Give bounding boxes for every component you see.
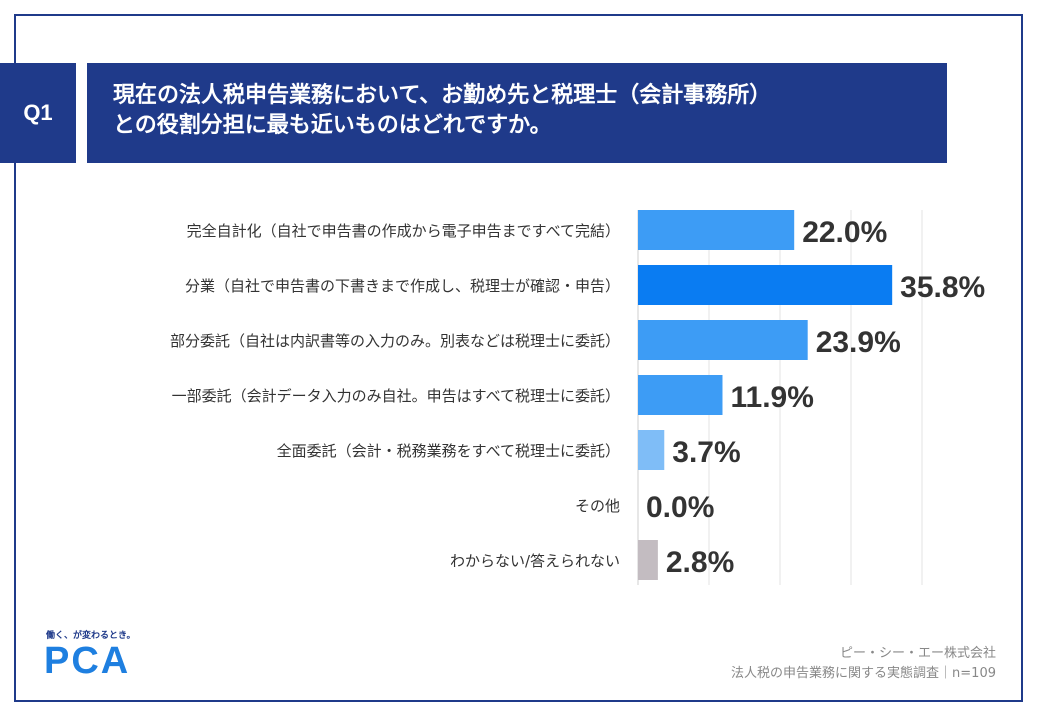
bar	[638, 320, 808, 360]
data-label: 22.0%	[802, 216, 887, 249]
data-label: 0.0%	[646, 491, 714, 524]
data-label: 3.7%	[672, 436, 740, 469]
question-badge: Q1	[0, 63, 76, 163]
category-label: 完全自計化（自社で申告書の作成から電子申告まですべて完結）	[187, 222, 620, 240]
bar	[638, 375, 723, 415]
data-label: 11.9%	[730, 381, 813, 414]
logo-tagline: 働く、が変わるとき。	[46, 631, 136, 641]
category-label: その他	[575, 497, 620, 515]
pca-logo: PCA	[44, 640, 131, 682]
category-label: 部分委託（自社は内訳書等の入力のみ。別表などは税理士に委託）	[170, 332, 620, 350]
survey-note: 法人税の申告業務に関する実態調査｜n=109	[731, 666, 996, 681]
question-line-2: との役割分担に最も近いものはどれですか。	[113, 113, 552, 138]
bar	[638, 540, 658, 580]
bar	[638, 210, 795, 250]
bar	[638, 265, 893, 305]
company-name: ピー・シー・エー株式会社	[839, 646, 996, 661]
category-label: 全面委託（会計・税務業務をすべて税理士に委託）	[277, 442, 620, 460]
data-label: 23.9%	[816, 326, 901, 359]
bar	[638, 430, 665, 470]
chart-frame	[14, 14, 1023, 702]
question-line-1: 現在の法人税申告業務において、お勤め先と税理士（会計事務所）	[113, 83, 772, 108]
category-label: わからない/答えられない	[450, 552, 620, 570]
footer-source: ピー・シー・エー株式会社 法人税の申告業務に関する実態調査｜n=109	[731, 644, 996, 684]
data-label: 2.8%	[666, 546, 734, 579]
question-title: 現在の法人税申告業務において、お勤め先と税理士（会計事務所） との役割分担に最も…	[87, 63, 947, 163]
category-label: 分業（自社で申告書の下書きまで作成し、税理士が確認・申告）	[185, 277, 620, 295]
data-label: 35.8%	[900, 271, 985, 304]
category-label: 一部委託（会計データ入力のみ自社。申告はすべて税理士に委託）	[172, 387, 620, 405]
